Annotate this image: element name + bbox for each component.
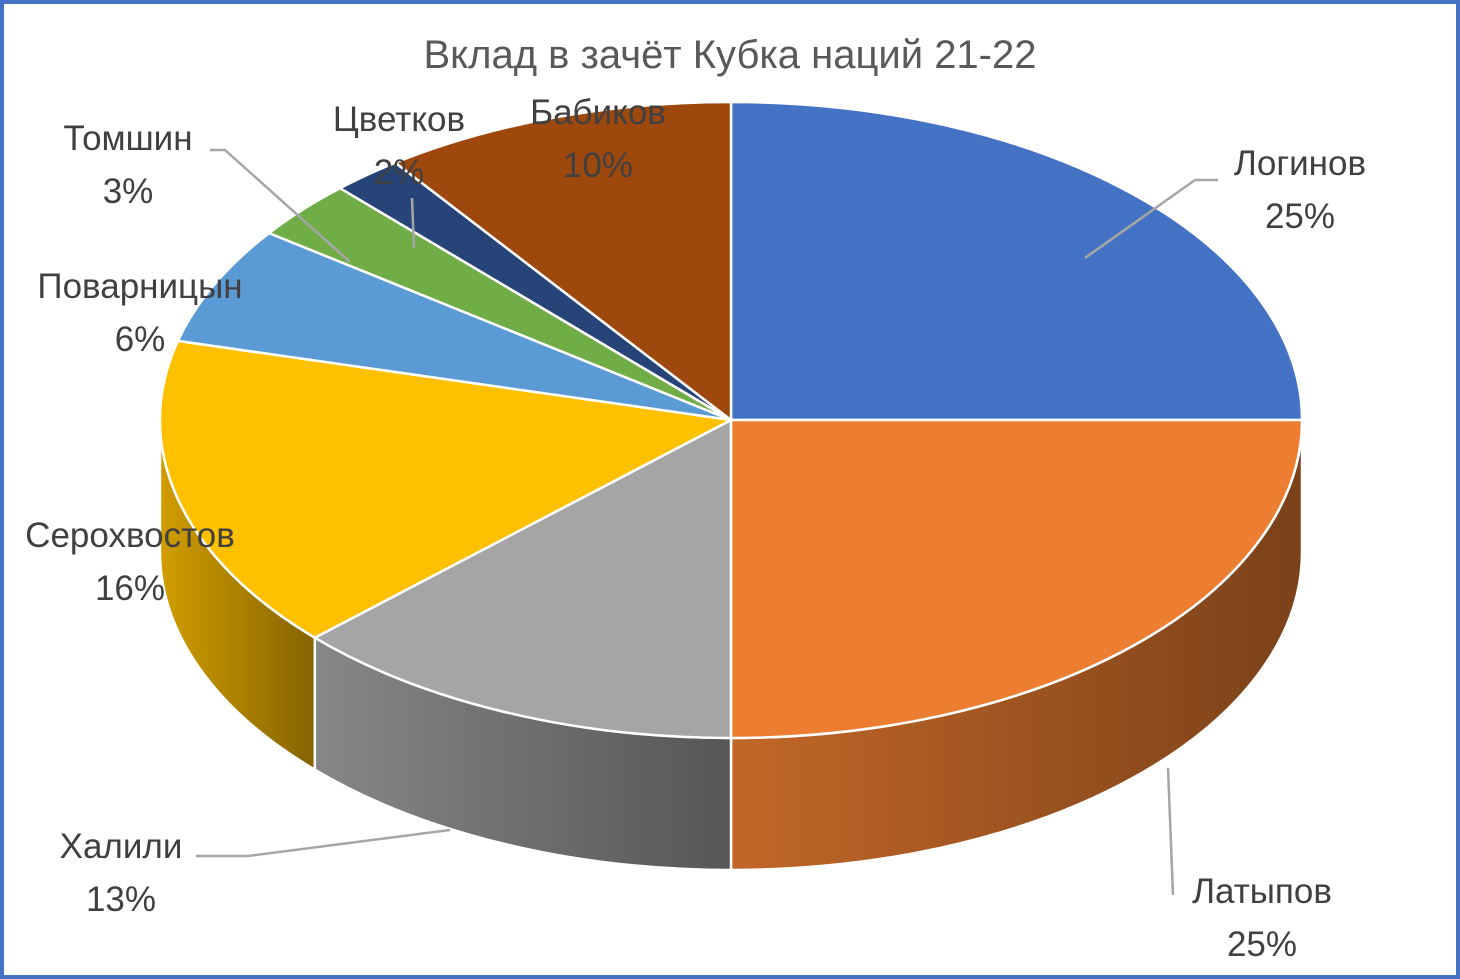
leader-lines	[196, 148, 1218, 896]
leader-line-7	[410, 197, 416, 249]
data-label-5: Поварницын 6%	[37, 267, 242, 359]
data-label-name: Халили	[60, 827, 183, 866]
data-label-percent: 25%	[1265, 197, 1335, 236]
data-label-name: Серохвостов	[25, 516, 235, 555]
data-label-name: Томшин	[63, 119, 192, 158]
pie-slice-8[interactable]	[394, 100, 733, 422]
data-label-6: Томшин 3%	[63, 119, 192, 211]
data-label-percent: 25%	[1227, 925, 1297, 964]
data-label-name: Поварницын	[37, 267, 242, 306]
data-label-8: Бабиков 10%	[530, 93, 666, 185]
pie-slice-3[interactable]	[313, 418, 733, 740]
pie-slice-1[interactable]	[729, 100, 1304, 422]
chart-title: Вклад в зачёт Кубка наций 21-22	[423, 33, 1036, 77]
leader-line-2	[1166, 767, 1175, 896]
data-label-percent: 13%	[86, 880, 156, 919]
pie-slice-5[interactable]	[176, 231, 733, 422]
data-label-1: Логинов 25%	[1234, 144, 1366, 236]
data-label-percent: 16%	[95, 569, 165, 608]
pie-tops	[158, 100, 1304, 740]
data-label-percent: 3%	[103, 172, 154, 211]
data-label-percent: 2%	[374, 153, 425, 192]
data-label-percent: 10%	[563, 146, 633, 185]
pie-slice-2[interactable]	[729, 418, 1304, 740]
data-label-3: Халили 13%	[60, 827, 183, 919]
data-label-2: Латыпов 25%	[1192, 872, 1332, 964]
data-label-4: Серохвостов 16%	[25, 516, 235, 608]
data-label-name: Логинов	[1234, 144, 1366, 183]
data-label-percent: 6%	[115, 320, 166, 359]
leader-line-6	[210, 148, 351, 263]
data-label-name: Латыпов	[1192, 872, 1332, 911]
leader-line-1	[1084, 178, 1218, 260]
data-label-name: Бабиков	[530, 93, 666, 132]
leader-line-3	[196, 828, 451, 858]
data-label-name: Цветков	[333, 100, 465, 139]
data-labels: Логинов 25% Латыпов 25% Халили 13% Серохвостов…	[25, 93, 1366, 964]
pie-slice-4[interactable]	[158, 339, 733, 639]
data-label-7: Цветков 2%	[333, 100, 465, 192]
